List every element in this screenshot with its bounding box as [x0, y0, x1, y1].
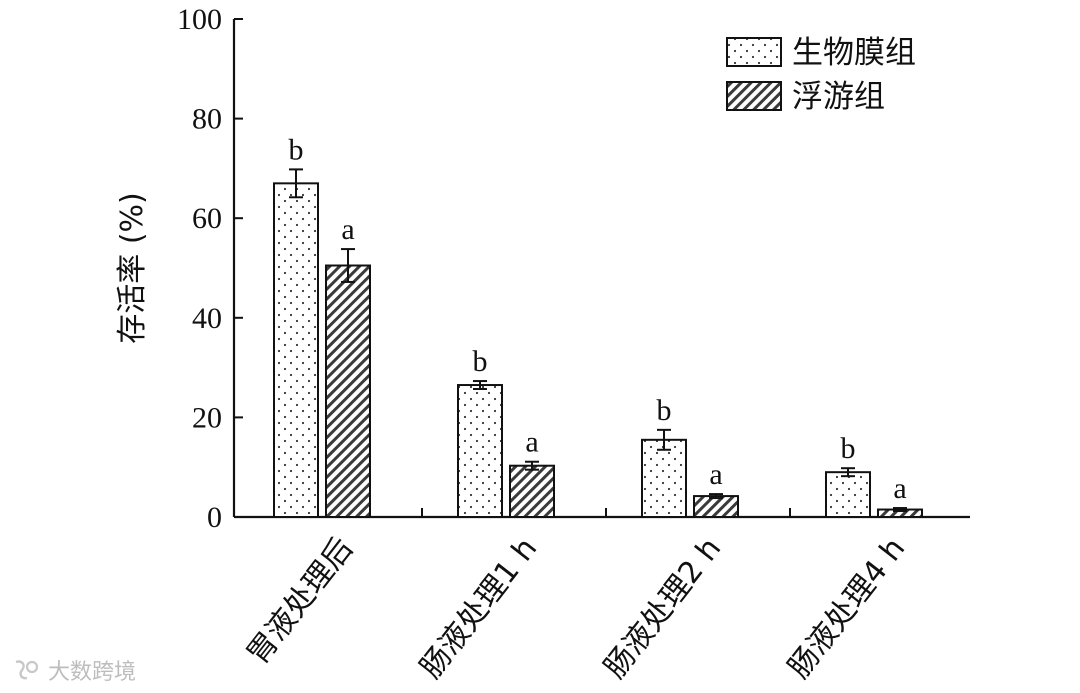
y-axis-title: 存活率 (%) [115, 192, 150, 343]
x-category-label: 肠液处理1 h [414, 531, 545, 685]
legend-label: 浮游组 [792, 79, 885, 115]
bar-planktonic [509, 464, 555, 518]
significance-label: a [341, 213, 354, 246]
significance-label: b [289, 133, 304, 166]
significance-label: b [841, 432, 856, 465]
bar-planktonic [325, 264, 371, 519]
watermark-logo-icon [15, 660, 39, 680]
watermark: 大数跨境 [12, 654, 136, 686]
bar-biofilm [641, 438, 687, 518]
x-category-label: 肠液处理2 h [598, 531, 729, 685]
x-category-label: 肠液处理4 h [782, 531, 913, 685]
y-tick-label: 60 [192, 202, 222, 235]
y-tick-label: 0 [207, 501, 222, 534]
y-tick-label: 20 [192, 401, 222, 434]
y-tick-label: 40 [192, 302, 222, 335]
bar-biofilm [825, 471, 871, 518]
significance-label: b [657, 394, 672, 427]
watermark-text: 大数跨境 [48, 660, 137, 685]
legend-swatch-planktonic [726, 81, 782, 111]
legend-label: 生物膜组 [792, 35, 916, 71]
bar-planktonic [693, 495, 739, 519]
y-tick-label: 100 [177, 3, 222, 36]
legend-swatch-biofilm [726, 37, 782, 67]
significance-label: b [473, 345, 488, 378]
x-category-label: 胃液处理后 [240, 531, 360, 671]
bar-biofilm [457, 384, 503, 518]
significance-label: a [709, 458, 722, 491]
bar-biofilm [273, 182, 319, 518]
significance-label: a [525, 426, 538, 459]
significance-label: a [893, 472, 906, 505]
y-tick-label: 80 [192, 103, 222, 136]
